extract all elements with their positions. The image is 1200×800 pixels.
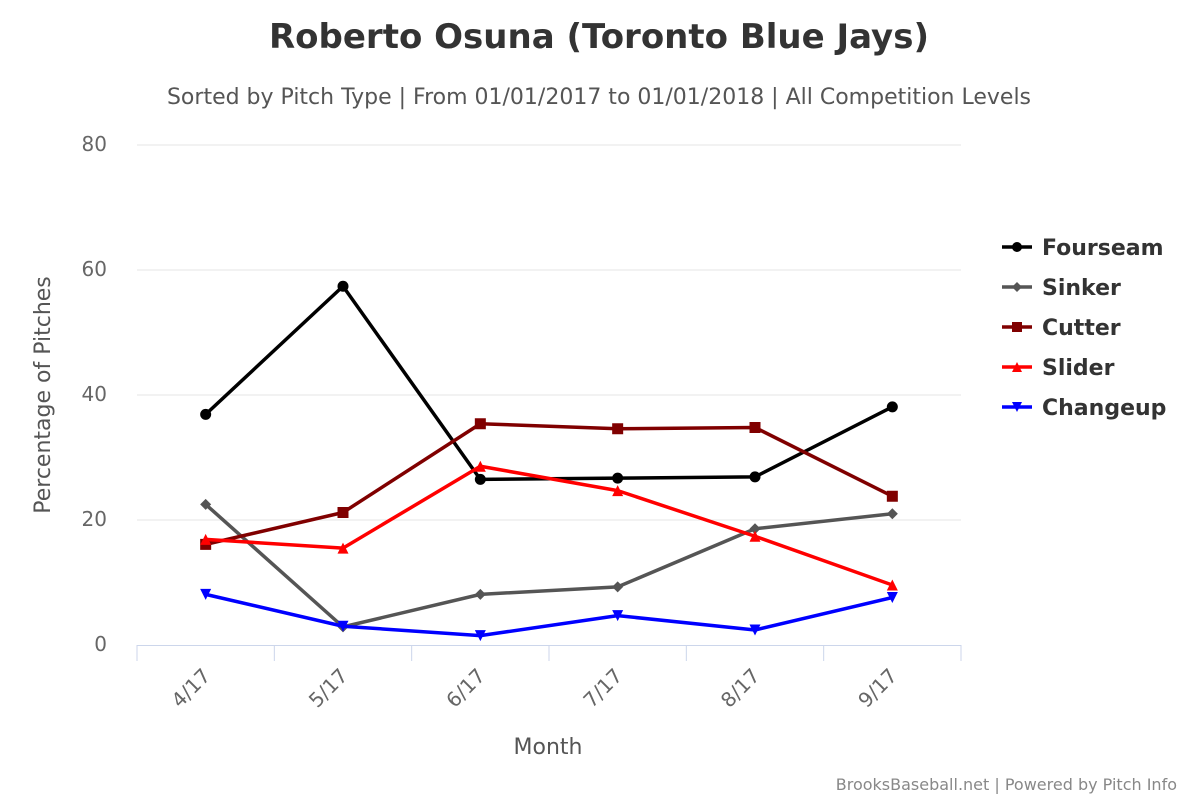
legend-label: Cutter: [1042, 316, 1121, 341]
legend-label: Fourseam: [1042, 236, 1164, 261]
legend-item-changeup[interactable]: Changeup: [1002, 396, 1166, 421]
axes: 0 20 40 60 80 4/17 5/17 6/17 7/17 8/17 9/17: [82, 132, 962, 713]
data-point-triangle[interactable]: [1012, 362, 1022, 372]
series-cutter: [200, 418, 898, 550]
data-point-diamond[interactable]: [749, 523, 761, 535]
y-tick-label: 20: [82, 507, 107, 531]
chart-title: Roberto Osuna (Toronto Blue Jays): [269, 17, 929, 57]
x-axis-title: Month: [514, 735, 583, 760]
data-point-square[interactable]: [749, 422, 761, 433]
y-tick-label: 40: [82, 382, 107, 406]
series-line-changeup: [203, 592, 895, 638]
x-tick-label: 7/17: [578, 664, 627, 713]
data-point-diamond[interactable]: [886, 508, 898, 520]
legend-item-slider[interactable]: Slider: [1002, 356, 1115, 381]
data-point-circle[interactable]: [886, 401, 898, 413]
y-tick-label: 60: [82, 257, 107, 281]
y-axis-title: Percentage of Pitches: [31, 276, 56, 514]
x-tick-label: 9/17: [853, 664, 902, 713]
data-point-triangle[interactable]: [612, 485, 624, 497]
series-slider: [200, 460, 898, 591]
credits[interactable]: BrooksBaseball.net | Powered by Pitch In…: [836, 775, 1177, 794]
data-point-triangle[interactable]: [337, 542, 349, 554]
legend-item-cutter[interactable]: Cutter: [1002, 316, 1121, 341]
data-point-triangle-down[interactable]: [474, 630, 486, 642]
legend-item-sinker[interactable]: Sinker: [1002, 276, 1121, 301]
series-fourseam: [200, 280, 898, 485]
data-point-diamond[interactable]: [200, 498, 212, 510]
data-point-triangle-down[interactable]: [886, 592, 898, 603]
data-point-triangle-down[interactable]: [1012, 402, 1022, 412]
data-point-triangle[interactable]: [886, 579, 898, 591]
series-line-sinker: [203, 502, 895, 629]
data-point-triangle-down[interactable]: [749, 624, 761, 636]
data-point-diamond[interactable]: [474, 588, 486, 600]
data-point-circle[interactable]: [1012, 242, 1022, 252]
data-point-diamond[interactable]: [612, 581, 624, 593]
data-point-square[interactable]: [337, 507, 349, 518]
data-point-circle[interactable]: [749, 471, 761, 483]
legend[interactable]: Fourseam Sinker Cutter Slider Changeup: [1002, 236, 1166, 421]
y-tick-label: 80: [82, 132, 107, 156]
legend-label: Slider: [1042, 356, 1115, 381]
data-point-square[interactable]: [474, 418, 486, 430]
x-tick-label: 5/17: [304, 664, 353, 713]
gridlines: [137, 144, 961, 521]
data-point-triangle-down[interactable]: [200, 588, 212, 600]
series-layer: [200, 280, 898, 642]
y-tick-label: 0: [94, 632, 107, 656]
data-point-square[interactable]: [612, 423, 624, 435]
data-point-triangle[interactable]: [749, 530, 761, 542]
data-point-circle[interactable]: [474, 473, 486, 485]
x-tick-label: 6/17: [441, 664, 490, 713]
data-point-circle[interactable]: [200, 408, 212, 420]
legend-label: Sinker: [1042, 276, 1121, 301]
data-point-triangle[interactable]: [200, 533, 212, 545]
legend-label: Changeup: [1042, 396, 1166, 421]
series-sinker: [200, 498, 898, 633]
series-line-slider: [203, 464, 895, 587]
data-point-triangle-down[interactable]: [337, 620, 349, 632]
data-point-triangle-down[interactable]: [612, 610, 624, 622]
data-point-square[interactable]: [886, 490, 898, 502]
data-point-diamond[interactable]: [1012, 282, 1022, 292]
legend-item-fourseam[interactable]: Fourseam: [1002, 236, 1164, 261]
data-point-square[interactable]: [1012, 322, 1022, 332]
series-line-fourseam: [203, 284, 895, 482]
data-point-circle[interactable]: [337, 280, 349, 292]
chart-subtitle: Sorted by Pitch Type | From 01/01/2017 t…: [167, 85, 1031, 110]
series-line-cutter: [203, 422, 895, 547]
data-point-circle[interactable]: [612, 472, 624, 484]
x-tick-label: 4/17: [166, 664, 215, 713]
x-tick-label: 8/17: [716, 664, 765, 713]
series-changeup: [200, 588, 898, 642]
data-point-triangle[interactable]: [474, 460, 486, 472]
